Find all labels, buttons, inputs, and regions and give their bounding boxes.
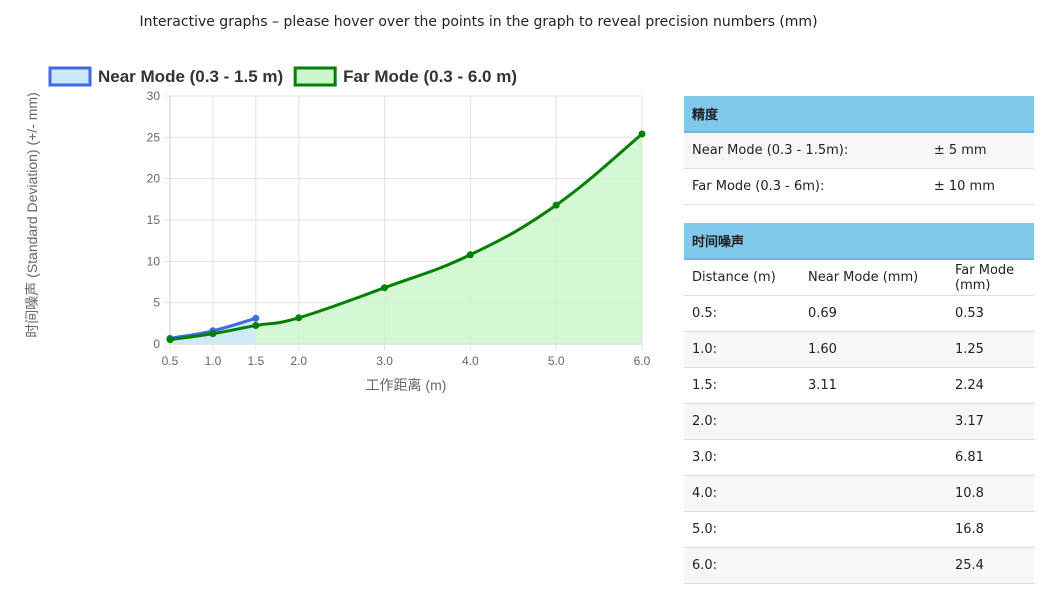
table-cell: 1.25	[947, 331, 1034, 368]
legend-label: Far Mode (0.3 - 6.0 m)	[343, 67, 517, 86]
x-tick-label: 3.0	[376, 354, 393, 368]
column-header: Near Mode (mm)	[800, 259, 947, 296]
table-cell: 1.5:	[684, 367, 800, 404]
table-title: 精度	[684, 96, 1034, 133]
table-row: 1.5: 3.11 2.24	[684, 367, 1034, 404]
y-tick-label: 15	[147, 213, 161, 227]
header-row: 时间噪声	[684, 223, 1034, 260]
x-tick-label: 1.0	[205, 354, 222, 368]
data-point	[466, 251, 474, 259]
table-cell	[800, 475, 947, 512]
noise-table: 时间噪声 Distance (m) Near Mode (mm) Far Mode (…	[684, 223, 1034, 584]
table-cell: ± 10 mm	[925, 168, 1034, 205]
table-cell: 6.81	[947, 439, 1034, 476]
table-cell: 3.0:	[684, 439, 800, 476]
data-point	[552, 201, 560, 209]
table-row: 4.0: 10.8	[684, 475, 1034, 512]
data-point	[295, 314, 303, 322]
y-tick-label: 10	[147, 254, 161, 268]
y-tick-label: 30	[147, 89, 161, 103]
table-cell	[800, 403, 947, 440]
table-row: 2.0: 3.17	[684, 403, 1034, 440]
table-row: 3.0: 6.81	[684, 439, 1034, 476]
table-row: 5.0: 16.8	[684, 511, 1034, 548]
table-cell: 0.69	[800, 295, 947, 332]
table-row: Far Mode (0.3 - 6m): ± 10 mm	[684, 168, 1034, 205]
table-cell: 0.53	[947, 295, 1034, 332]
data-point	[209, 330, 217, 338]
y-tick-label: 0	[153, 337, 160, 351]
table-cell: 1.60	[800, 331, 947, 368]
data-point	[252, 314, 260, 322]
column-header: Far Mode (mm)	[947, 259, 1034, 296]
legend-swatch	[48, 66, 92, 87]
table-cell: 25.4	[947, 547, 1034, 584]
data-point	[381, 284, 389, 292]
table-cell: 0.5:	[684, 295, 800, 332]
table-cell: 3.17	[947, 403, 1034, 440]
series-area	[170, 134, 642, 344]
table-cell: 6.0:	[684, 547, 800, 584]
table-cell	[800, 439, 947, 476]
table-row: 6.0: 25.4	[684, 547, 1034, 584]
column-header-row: Distance (m) Near Mode (mm) Far Mode (mm)	[684, 259, 1034, 296]
table-cell: Near Mode (0.3 - 1.5m):	[684, 132, 926, 169]
table-cell	[800, 511, 947, 548]
header-row: 精度	[684, 96, 1034, 133]
y-tick-label: 25	[147, 130, 161, 144]
y-tick-label: 5	[153, 296, 160, 310]
x-tick-label: 6.0	[634, 354, 651, 368]
x-tick-label: 1.5	[247, 354, 264, 368]
table-cell: 2.0:	[684, 403, 800, 440]
x-tick-label: 4.0	[462, 354, 479, 368]
column-header: Distance (m)	[684, 259, 800, 296]
y-axis-label: 时间噪声 (Standard Deviation) (+/- mm)	[24, 92, 40, 337]
y-tick-label: 20	[147, 172, 161, 186]
legend-label: Near Mode (0.3 - 1.5 m)	[98, 67, 283, 86]
table-cell: Far Mode (0.3 - 6m):	[684, 168, 926, 205]
x-axis-label: 工作距离 (m)	[366, 377, 447, 393]
table-cell: ± 5 mm	[925, 132, 1034, 169]
page-title: Interactive graphs – please hover over t…	[139, 14, 818, 30]
table-row: 1.0: 1.60 1.25	[684, 331, 1034, 368]
table-row: Near Mode (0.3 - 1.5m): ± 5 mm	[684, 132, 1034, 169]
precision-table: 精度 Near Mode (0.3 - 1.5m): ± 5 mm Far Mode …	[684, 96, 1034, 205]
table-cell: 4.0:	[684, 475, 800, 512]
table-row: 0.5: 0.69 0.53	[684, 295, 1034, 332]
data-point	[252, 321, 260, 329]
x-tick-label: 0.5	[162, 354, 179, 368]
table-cell: 3.11	[800, 367, 947, 404]
table-cell: 2.24	[947, 367, 1034, 404]
table-cell: 16.8	[947, 511, 1034, 548]
x-tick-label: 2.0	[290, 354, 307, 368]
legend-swatch	[293, 66, 337, 87]
data-point	[166, 336, 174, 344]
table-title: 时间噪声	[684, 223, 1034, 260]
x-tick-label: 5.0	[548, 354, 565, 368]
table-cell: 5.0:	[684, 511, 800, 548]
table-cell	[800, 547, 947, 584]
data-point	[638, 130, 646, 138]
table-cell: 10.8	[947, 475, 1034, 512]
table-cell: 1.0:	[684, 331, 800, 368]
chart: 0 5 10 15 20 25 30 0.5 1.0 1.5 2.0 3.0 4.0 5.0 6.0 工作距离…	[24, 66, 651, 393]
